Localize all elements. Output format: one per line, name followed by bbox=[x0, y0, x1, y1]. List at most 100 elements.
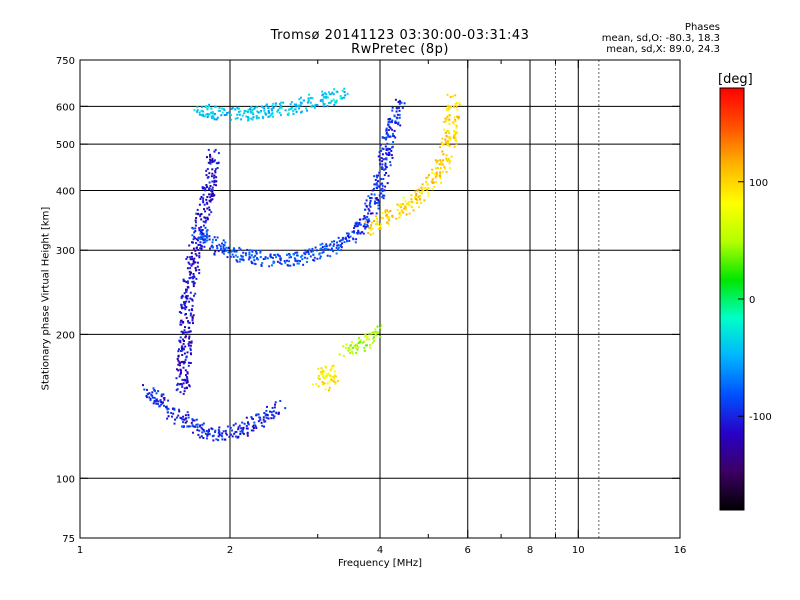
data-point bbox=[200, 435, 203, 438]
data-point bbox=[431, 188, 434, 191]
data-point bbox=[455, 124, 458, 127]
data-point bbox=[185, 335, 187, 338]
data-point bbox=[426, 183, 429, 186]
data-point bbox=[188, 300, 191, 303]
data-point bbox=[214, 431, 216, 433]
data-point bbox=[454, 118, 457, 121]
data-point bbox=[381, 217, 384, 220]
data-point bbox=[255, 252, 258, 255]
data-point bbox=[212, 192, 214, 195]
data-point bbox=[347, 346, 350, 349]
data-point bbox=[278, 111, 281, 114]
data-point bbox=[181, 294, 184, 297]
data-point bbox=[170, 412, 173, 414]
data-point bbox=[379, 225, 382, 228]
data-point bbox=[369, 197, 372, 199]
data-point bbox=[330, 247, 333, 250]
data-point bbox=[456, 102, 458, 105]
data-point bbox=[274, 401, 277, 404]
data-point bbox=[217, 439, 220, 442]
data-point bbox=[387, 217, 390, 220]
data-point bbox=[273, 406, 276, 409]
data-point bbox=[231, 429, 233, 432]
data-point bbox=[338, 246, 340, 249]
data-point bbox=[295, 110, 298, 113]
data-point bbox=[296, 262, 299, 265]
data-point bbox=[185, 376, 188, 378]
data-point bbox=[391, 106, 394, 109]
data-point bbox=[203, 216, 206, 219]
data-point bbox=[393, 115, 396, 118]
data-point bbox=[396, 113, 399, 116]
data-point bbox=[240, 254, 243, 257]
data-point bbox=[184, 358, 187, 361]
data-point bbox=[248, 251, 251, 254]
data-point bbox=[192, 277, 194, 280]
data-point bbox=[439, 177, 442, 179]
data-point bbox=[376, 184, 379, 187]
data-point bbox=[193, 231, 196, 234]
data-point bbox=[320, 372, 323, 375]
data-point bbox=[336, 241, 338, 244]
data-point bbox=[453, 106, 455, 109]
data-point bbox=[402, 196, 405, 199]
data-point bbox=[202, 241, 205, 244]
data-point bbox=[395, 110, 398, 113]
data-point bbox=[183, 280, 186, 283]
data-point bbox=[185, 281, 188, 284]
data-point bbox=[335, 101, 338, 104]
data-point bbox=[157, 403, 160, 405]
data-point bbox=[440, 141, 443, 144]
data-point bbox=[439, 170, 442, 173]
data-point bbox=[325, 245, 328, 248]
data-point bbox=[206, 207, 209, 210]
data-point bbox=[359, 232, 362, 235]
data-point bbox=[342, 345, 345, 348]
data-point bbox=[415, 197, 417, 200]
data-point bbox=[453, 130, 456, 133]
data-point bbox=[356, 348, 359, 351]
data-point bbox=[384, 210, 387, 213]
data-point bbox=[188, 335, 191, 338]
data-point bbox=[349, 344, 352, 347]
data-point bbox=[230, 250, 233, 253]
data-point bbox=[189, 330, 191, 333]
data-point bbox=[242, 251, 245, 254]
data-point bbox=[205, 230, 208, 233]
data-point bbox=[375, 182, 378, 185]
data-point bbox=[194, 267, 197, 269]
data-point bbox=[188, 337, 191, 340]
data-point bbox=[456, 108, 459, 111]
data-point bbox=[364, 216, 367, 219]
data-point bbox=[369, 200, 372, 202]
data-point bbox=[458, 115, 460, 118]
data-point bbox=[227, 247, 230, 250]
data-point bbox=[238, 113, 241, 116]
data-point bbox=[333, 240, 336, 243]
data-point bbox=[379, 183, 382, 186]
data-point bbox=[342, 237, 345, 240]
data-point bbox=[342, 355, 345, 357]
data-point bbox=[223, 250, 226, 253]
data-point bbox=[404, 205, 407, 208]
data-point bbox=[180, 330, 183, 333]
data-point bbox=[204, 241, 207, 244]
phase-stats-x: mean, sd,X: 89.0, 24.3 bbox=[606, 44, 720, 55]
data-point bbox=[340, 239, 343, 242]
data-point bbox=[401, 106, 404, 109]
data-point bbox=[199, 247, 202, 250]
data-point bbox=[307, 250, 309, 253]
data-point bbox=[288, 260, 290, 263]
data-point bbox=[397, 101, 400, 103]
data-point bbox=[418, 191, 421, 194]
data-point bbox=[265, 409, 268, 412]
data-point bbox=[369, 233, 372, 236]
data-point bbox=[181, 345, 184, 348]
data-point bbox=[321, 90, 324, 93]
data-point bbox=[295, 105, 298, 108]
data-point bbox=[311, 97, 314, 100]
data-point bbox=[149, 397, 152, 400]
data-point bbox=[179, 321, 182, 324]
data-point bbox=[382, 158, 385, 161]
data-point bbox=[458, 103, 461, 106]
